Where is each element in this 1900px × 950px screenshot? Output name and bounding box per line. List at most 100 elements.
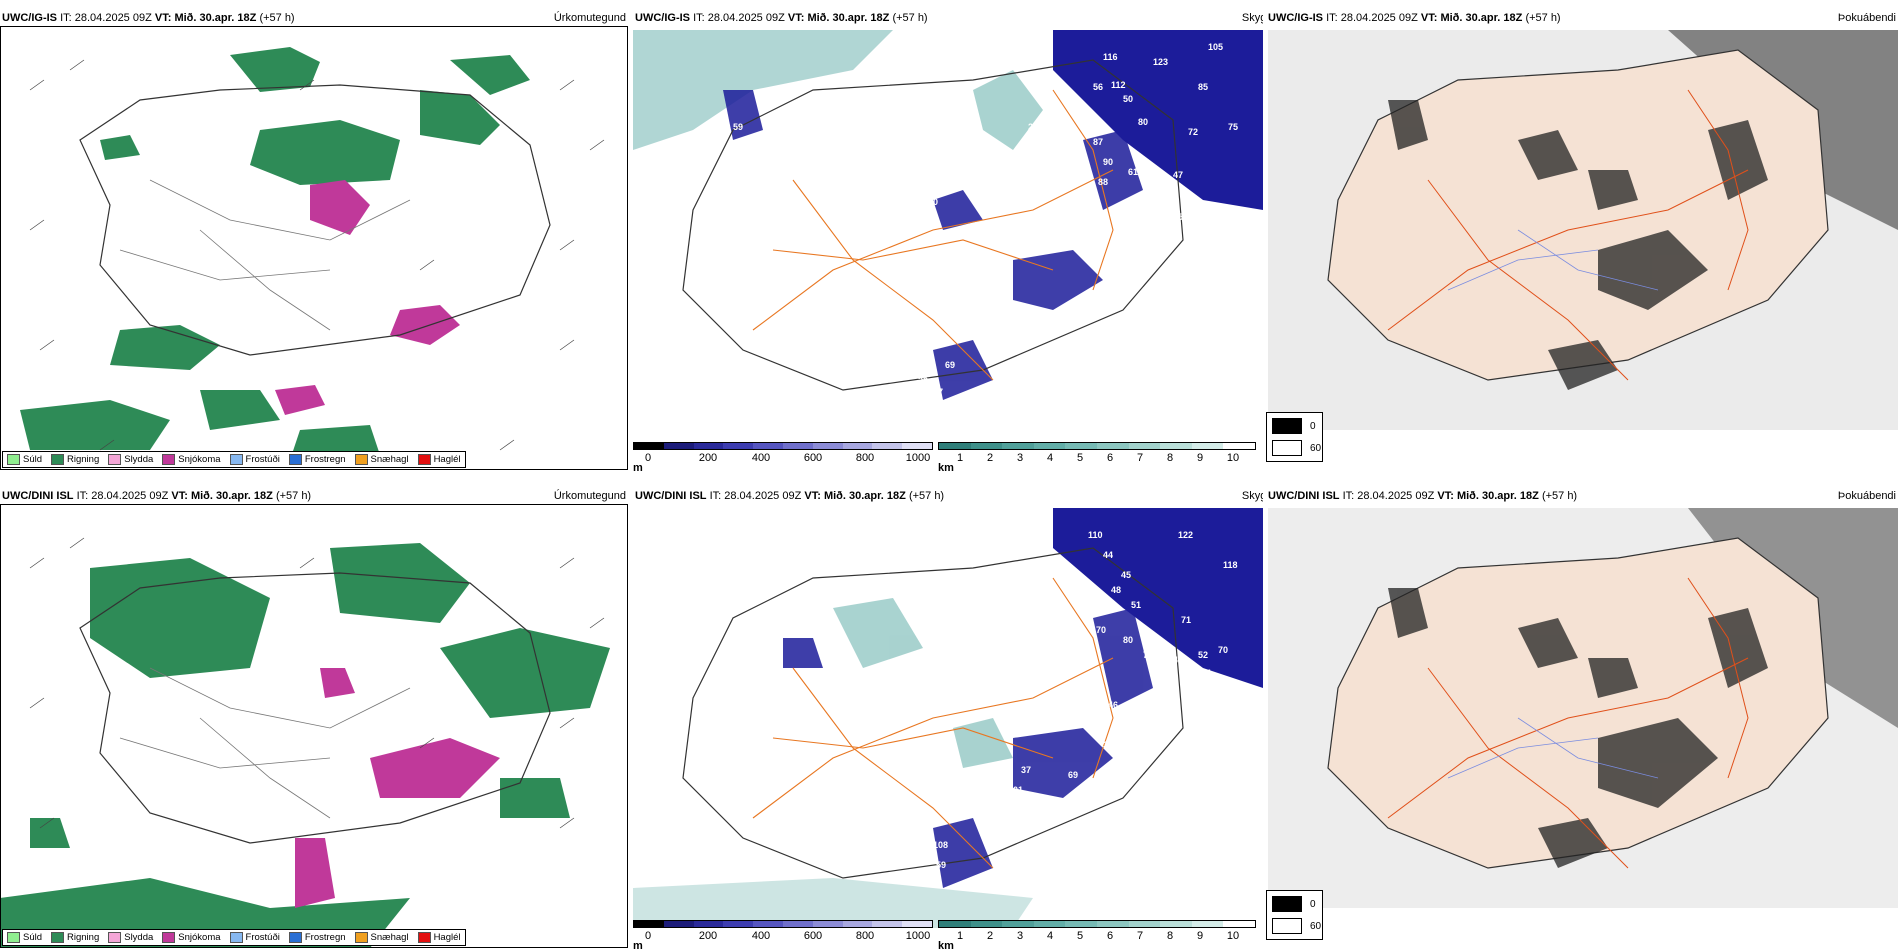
cloud-base-value: 112 [1111, 80, 1126, 90]
cloud-base-value: 43 [1158, 670, 1168, 680]
cloud-base-value: 122 [1178, 530, 1193, 540]
cloud-base-value: 38 [945, 257, 955, 267]
panel-title: Úrkomutegund [553, 490, 626, 502]
legend-item: Rigning [51, 454, 99, 465]
panel-header: UWC/IG-IS IT: 28.04.2025 09Z VT: Mið. 30… [1268, 12, 1561, 24]
visibility-panel-top: UWC/IG-IS IT: 28.04.2025 09Z VT: Mið. 30… [633, 10, 1263, 472]
cloud-base-value: 75 [1228, 122, 1238, 132]
legend-item: Frostúði [229, 454, 280, 465]
cloud-base-value: 50 [1123, 94, 1133, 104]
cloud-base-value: 534 [758, 610, 773, 620]
precip-legend: Súld Rigning Slydda Snjókoma Frostúði Fr… [2, 451, 466, 468]
cloud-base-value: 168 [948, 700, 963, 710]
legend-item: Snæhagl [354, 932, 409, 943]
cloud-base-value: 45 [1121, 570, 1131, 580]
legend-item: Snjókoma [162, 932, 221, 943]
cloud-base-value: 52 [1198, 650, 1208, 660]
cloud-base-value: 56 [1093, 82, 1103, 92]
cloud-base-value: 59 [936, 860, 946, 870]
precip-legend: Súld Rigning Slydda Snjókoma Frostúði Fr… [2, 929, 466, 946]
cloud-base-value: 80 [1138, 117, 1148, 127]
panel-title: Úrkomutegund [553, 12, 626, 24]
cloud-base-value: 216 [923, 660, 938, 670]
cloud-base-colorbar: m 0 200 400 600 800 1000 [633, 920, 933, 950]
cloud-base-value: 90 [1073, 312, 1083, 322]
cloud-base-value: 87 [1093, 137, 1103, 147]
cloud-base-value: 37 [1021, 765, 1031, 775]
precip-type-panel-bottom: UWC/DINI ISL IT: 28.04.2025 09Z VT: Mið.… [0, 488, 630, 950]
legend-item: Slydda [108, 932, 153, 943]
cloud-base-labels: 116 123 105 85 72 75 56 112 50 80 87 90 … [733, 42, 1238, 404]
legend-item: Rigning [51, 932, 99, 943]
cloud-base-value: 69 [945, 360, 955, 370]
fog-legend: 0 60 [1266, 412, 1323, 462]
cloud-base-value: 100 [923, 197, 938, 207]
cloud-base-value: 48 [1111, 585, 1121, 595]
visibility-colorbar: km 1 2 3 4 5 6 7 8 9 10 [938, 442, 1256, 472]
cloud-base-value: 48 [1173, 655, 1183, 665]
panel-header: UWC/DINI ISL IT: 28.04.2025 09Z VT: Mið.… [1268, 490, 1578, 502]
panel-title: Þokuábendi [1837, 490, 1896, 502]
cloud-base-value: 96 [1013, 227, 1023, 237]
cloud-base-value: 55 [1118, 277, 1128, 287]
cloud-base-value: 51 [1131, 600, 1141, 610]
cloud-base-value: 22 [1028, 122, 1038, 132]
cloud-base-value: 88 [1098, 177, 1108, 187]
cloud-base-value: 72 [1188, 127, 1198, 137]
legend-item: Snjókoma [162, 454, 221, 465]
cloud-base-value: 109 [1041, 227, 1056, 237]
cloud-base-value: 118 [1223, 560, 1238, 570]
cloud-base-value: 110 [1088, 530, 1103, 540]
cloud-base-value: 71 [1181, 615, 1191, 625]
cloud-base-value: 68 [1145, 187, 1155, 197]
visibility-colorbar: km 1 2 3 4 5 6 7 8 9 10 [938, 920, 1256, 950]
fog-index-panel-bottom: UWC/DINI ISL IT: 28.04.2025 09Z VT: Mið.… [1266, 488, 1900, 950]
cloud-base-value: 54 [1201, 668, 1211, 678]
cloud-base-value: 116 [1103, 52, 1118, 62]
panel-title: Skyggni [1241, 490, 1263, 502]
panel-header: UWC/DINI ISL IT: 28.04.2025 09Z VT: Mið.… [2, 490, 312, 502]
cloud-base-value: 48 [1128, 715, 1138, 725]
cloud-base-value: 85 [1198, 82, 1208, 92]
fog-map [1268, 30, 1898, 472]
visibility-map: 110 122 118 44 45 48 51 71 52 70 54 70 8… [633, 508, 1263, 950]
legend-item: Slydda [108, 454, 153, 465]
cloud-base-value: 61 [1128, 167, 1138, 177]
cloud-base-value: 46 [1108, 700, 1118, 710]
cloud-base-value: 45 [1021, 312, 1031, 322]
panel-title: Skyggni [1241, 12, 1263, 24]
cloud-base-value: 90 [1103, 157, 1113, 167]
cloud-base-value: 288 [998, 327, 1013, 337]
cloud-base-value: 55 [918, 374, 928, 384]
legend-item: Haglél [417, 454, 461, 465]
cloud-base-value: 23 [1041, 144, 1051, 154]
cloud-base-value: 40 [1163, 222, 1173, 232]
fog-map [1268, 508, 1898, 950]
legend-item: Súld [7, 932, 42, 943]
cloud-base-colorbar: m 0 200 400 600 800 1000 [633, 442, 933, 472]
cloud-base-value: 80 [1123, 635, 1133, 645]
cloud-base-value: 54 [1053, 317, 1063, 327]
legend-item: Haglél [417, 932, 461, 943]
precip-map [0, 30, 630, 472]
cloud-base-value: 15 [911, 394, 921, 404]
panel-title: Þokuábendi [1837, 12, 1896, 24]
cloud-base-value: 129 [778, 137, 793, 147]
cloud-base-value: 70 [1218, 645, 1228, 655]
cloud-base-value: 27 [1045, 122, 1055, 132]
cloud-base-value: 52 [1178, 212, 1188, 222]
cloud-base-value: 42 [1168, 700, 1178, 710]
fog-index-panel-top: UWC/IG-IS IT: 28.04.2025 09Z VT: Mið. 30… [1266, 10, 1900, 472]
cloud-base-value: 142 [1188, 712, 1203, 722]
cloud-base-value: 679 [978, 685, 993, 695]
legend-item: Frostregn [288, 932, 346, 943]
cloud-base-value: 101 [1008, 785, 1023, 795]
cloud-base-value: 70 [1096, 625, 1106, 635]
visibility-panel-bottom: UWC/DINI ISL IT: 28.04.2025 09Z VT: Mið.… [633, 488, 1263, 950]
visibility-map: 116 123 105 85 72 75 56 112 50 80 87 90 … [633, 30, 1263, 472]
cloud-base-value: 59 [733, 122, 743, 132]
cloud-base-value: 76 [1195, 222, 1205, 232]
legend-item: Frostúði [229, 932, 280, 943]
cloud-base-value: 47 [1173, 170, 1183, 180]
fog-legend: 0 60 [1266, 890, 1323, 940]
